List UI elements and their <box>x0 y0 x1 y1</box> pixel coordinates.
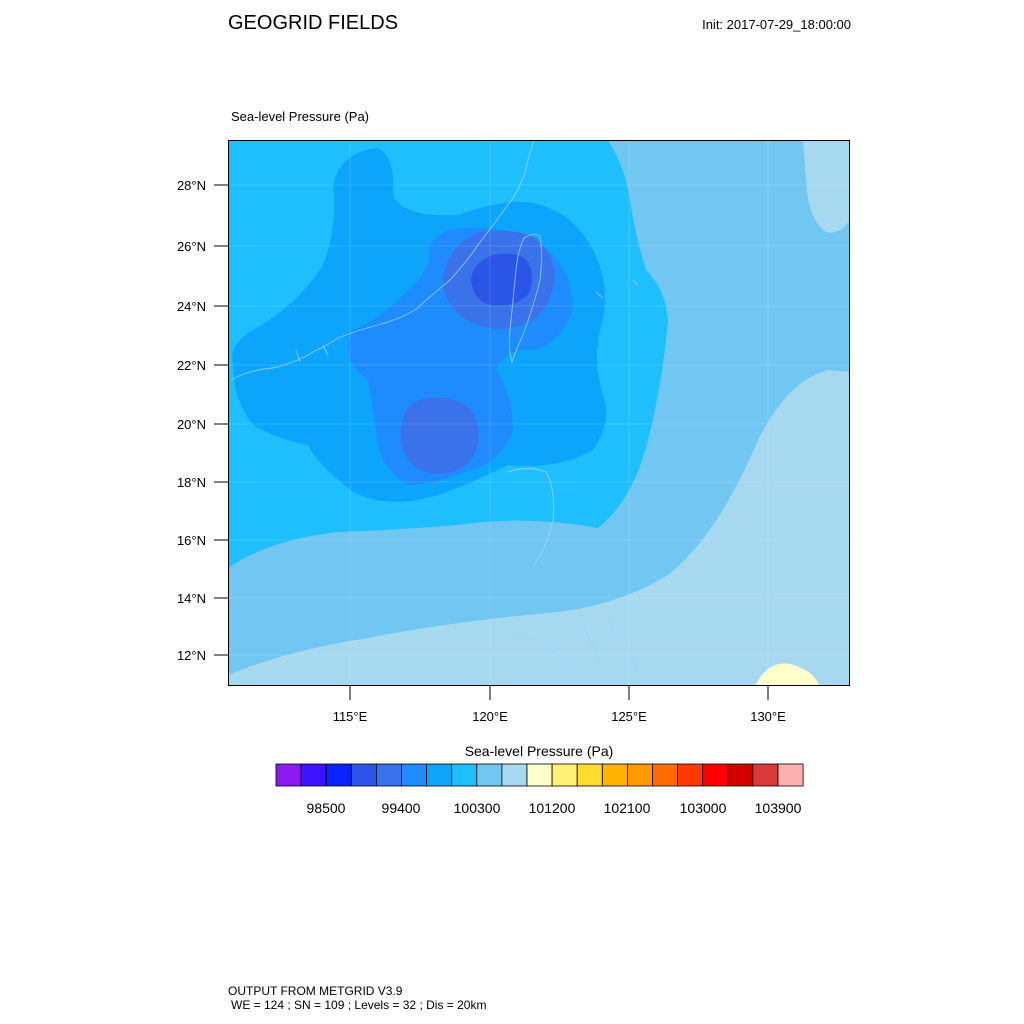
pressure-map <box>228 140 850 686</box>
colorbar-label: 101200 <box>529 800 576 816</box>
lat-axis: 28°N 26°N 24°N 22°N 20°N 18°N 16°N 14°N … <box>177 178 228 663</box>
colorbar-box <box>300 763 327 787</box>
colorbar-box <box>727 763 754 787</box>
colorbar-box <box>375 763 402 787</box>
colorbar-box <box>451 763 478 787</box>
colorbar-label: 100300 <box>454 800 501 816</box>
colorbar-box <box>526 763 553 787</box>
init-time-label: Init: 2017-07-29_18:00:00 <box>702 17 851 32</box>
field-title: Sea-level Pressure (Pa) <box>231 109 369 124</box>
lat-label: 26°N <box>177 239 206 254</box>
lat-label: 22°N <box>177 358 206 373</box>
coastlines <box>230 140 639 671</box>
colorbar-box <box>476 763 503 787</box>
lon-axis: 115°E 120°E 125°E 130°E <box>333 686 786 724</box>
colorbar-box <box>601 763 628 787</box>
colorbar-box <box>426 763 453 787</box>
footer-source: OUTPUT FROM METGRID V3.9 <box>228 984 403 998</box>
colorbar-box <box>677 763 704 787</box>
map-border <box>228 140 850 686</box>
graticule <box>228 140 850 686</box>
contour-101100-east <box>803 140 850 233</box>
contour-101100-south <box>228 370 850 686</box>
colorbar-box <box>752 763 779 787</box>
lat-label: 18°N <box>177 475 206 490</box>
colorbar-label: 98500 <box>307 800 346 816</box>
colorbar-label: 103000 <box>680 800 727 816</box>
colorbar-label: 102100 <box>604 800 651 816</box>
colorbar-box <box>275 763 302 787</box>
colorbar-box <box>702 763 729 787</box>
lat-label: 14°N <box>177 591 206 606</box>
colorbar-box <box>501 763 528 787</box>
colorbar-box <box>350 763 377 787</box>
map-canvas <box>228 140 850 686</box>
colorbar-box <box>551 763 578 787</box>
colorbar-label: 99400 <box>382 800 421 816</box>
contour-101200-spot <box>755 663 820 686</box>
contour-99700-south <box>400 397 479 475</box>
lon-label: 115°E <box>333 709 368 724</box>
colorbar-title: Sea-level Pressure (Pa) <box>465 743 614 759</box>
lat-label: 16°N <box>177 533 206 548</box>
colorbar-box <box>652 763 679 787</box>
colorbar-boxes <box>275 763 804 787</box>
footer-grid-info: WE = 124 ; SN = 109 ; Levels = 32 ; Dis … <box>231 998 487 1012</box>
lat-label: 12°N <box>177 648 206 663</box>
lon-label: 130°E <box>750 709 786 724</box>
colorbar-box <box>401 763 428 787</box>
page-title: GEOGRID FIELDS <box>228 12 399 34</box>
lat-label: 28°N <box>177 178 206 193</box>
lon-label: 120°E <box>472 709 508 724</box>
colorbar-box <box>777 763 804 787</box>
colorbar: Sea-level Pressure (Pa) 98500 99400 1003… <box>275 743 804 816</box>
lat-label: 20°N <box>177 417 206 432</box>
colorbar-box <box>627 763 653 787</box>
lat-label: 24°N <box>177 299 206 314</box>
colorbar-box <box>576 763 603 787</box>
lon-label: 125°E <box>611 709 647 724</box>
colorbar-label: 103900 <box>755 800 802 816</box>
colorbar-box <box>325 763 352 787</box>
